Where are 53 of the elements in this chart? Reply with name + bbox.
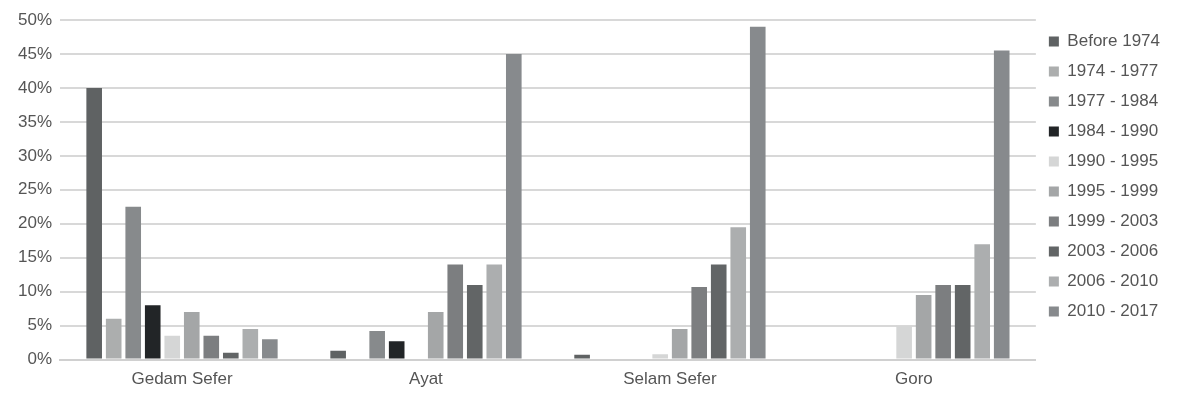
bar — [447, 264, 464, 359]
bar — [935, 284, 951, 359]
x-tick-label: Goro — [894, 369, 933, 389]
bar — [222, 352, 239, 359]
y-tick-label: 10% — [17, 281, 53, 301]
bar — [262, 339, 278, 359]
y-tick-label: 25% — [17, 179, 53, 199]
legend-label: 1999 - 2003 — [1067, 211, 1159, 231]
legend-label: Before 1974 — [1067, 31, 1161, 51]
bar — [954, 284, 971, 359]
y-tick-label: 0% — [27, 349, 53, 369]
bar — [993, 50, 1010, 359]
bar — [574, 354, 590, 359]
legend-label: 1974 - 1977 — [1067, 61, 1159, 81]
bar — [105, 318, 122, 359]
y-tick-label: 20% — [17, 213, 53, 233]
bar — [330, 350, 346, 359]
y-tick-label: 45% — [17, 43, 53, 63]
bar — [691, 286, 708, 359]
bar — [183, 312, 200, 359]
y-tick-label: 50% — [17, 9, 53, 29]
bar — [86, 87, 102, 359]
bar — [749, 26, 766, 359]
x-tick-label: Ayat — [409, 369, 444, 389]
bar — [427, 312, 444, 359]
bar — [466, 284, 483, 359]
y-tick-label: 40% — [17, 77, 53, 97]
bar — [144, 305, 161, 359]
bar — [388, 341, 405, 359]
bar — [203, 335, 220, 359]
legend-label: 2006 - 2010 — [1067, 271, 1159, 291]
y-tick-label: 30% — [17, 145, 53, 165]
x-tick-label: Selam Sefer — [623, 369, 718, 389]
bar — [710, 264, 727, 359]
bar — [730, 227, 747, 359]
legend-label: 1984 - 1990 — [1067, 121, 1159, 141]
bar — [486, 264, 503, 359]
bar — [505, 53, 522, 359]
bar — [974, 244, 991, 359]
x-tick-label: Gedam Sefer — [131, 369, 233, 389]
legend-label: 1990 - 1995 — [1067, 151, 1159, 171]
y-tick-label: 35% — [17, 111, 53, 131]
legend-label: 2010 - 2017 — [1067, 301, 1159, 321]
bar — [242, 329, 259, 359]
legend-label: 1995 - 1999 — [1067, 181, 1159, 201]
bar — [369, 331, 385, 359]
y-tick-label: 15% — [17, 247, 53, 267]
y-tick-label: 5% — [27, 315, 53, 335]
legend-label: 2003 - 2006 — [1067, 241, 1159, 261]
bar — [915, 295, 932, 359]
legend-label: 1977 - 1984 — [1067, 91, 1159, 111]
bar — [671, 329, 688, 359]
bar — [125, 206, 142, 359]
